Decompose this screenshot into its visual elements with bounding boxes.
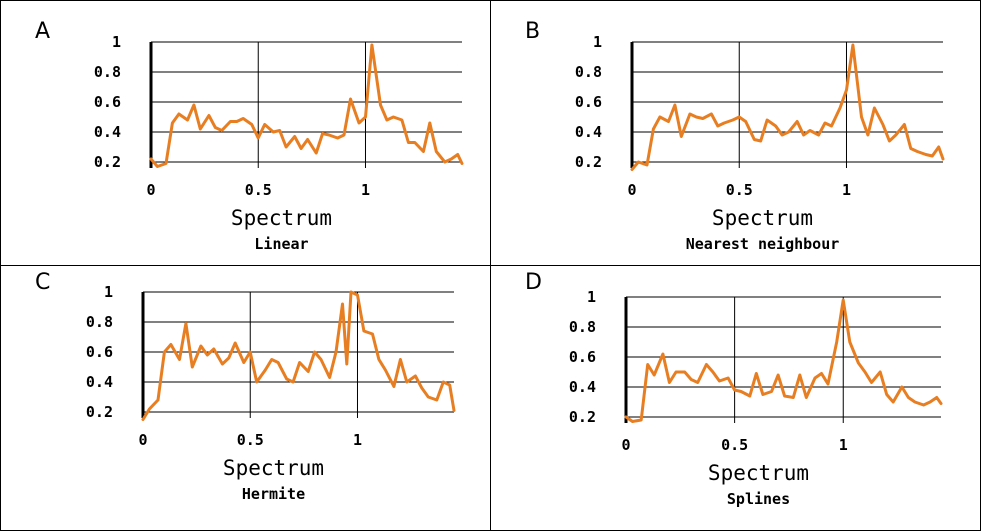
series-line xyxy=(630,43,945,171)
x-tick-label: 1 xyxy=(353,431,362,449)
x-tick-label: 1 xyxy=(361,181,370,199)
panel-a: A 0.2 0.4 0.6 0.8 1 0 0.5 1 Spectrum Linear xyxy=(35,19,464,253)
y-tick-label: 0.4 xyxy=(94,123,121,141)
x-tick-label: 0.5 xyxy=(237,431,264,449)
x-tick-label: 0 xyxy=(146,181,155,199)
x-axis-label: Spectrum xyxy=(712,206,813,230)
y-tick-label: 1 xyxy=(587,288,596,306)
panel-letter: B xyxy=(525,19,540,44)
y-tick-label: 0.6 xyxy=(86,343,113,361)
panel-letter: A xyxy=(35,19,50,44)
y-tick-label: 1 xyxy=(104,283,113,301)
series-line xyxy=(149,43,464,168)
y-tick-label: 0.8 xyxy=(569,318,596,336)
y-tick-label: 0.4 xyxy=(569,378,596,396)
panel-b: B 0.2 0.4 0.6 0.8 1 0 0.5 1 Spectrum Nearest neigh… xyxy=(525,19,945,253)
y-tick-label: 0.8 xyxy=(86,313,113,331)
x-axis-label: Spectrum xyxy=(223,456,324,480)
panel-subtitle: Linear xyxy=(254,235,308,253)
y-tick-label: 0.8 xyxy=(575,63,602,81)
series-line xyxy=(141,290,456,421)
x-tick-label: 0.5 xyxy=(726,181,753,199)
x-tick-label: 0.5 xyxy=(721,436,748,454)
panel-subtitle: Splines xyxy=(727,490,790,508)
x-tick-label: 0.5 xyxy=(245,181,272,199)
x-axis-label: Spectrum xyxy=(708,461,809,485)
x-tick-label: 0 xyxy=(621,436,630,454)
panel-letter: D xyxy=(525,270,542,295)
x-tick-label: 0 xyxy=(138,431,147,449)
panel-d: D 0.2 0.4 0.6 0.8 1 0 0.5 1 Spectrum Splines xyxy=(525,270,943,508)
x-tick-label: 0 xyxy=(627,181,636,199)
x-tick-label: 1 xyxy=(842,181,851,199)
y-tick-label: 0.2 xyxy=(575,153,602,171)
y-tick-label: 0.8 xyxy=(94,63,121,81)
y-tick-label: 1 xyxy=(112,33,121,51)
y-tick-label: 0.6 xyxy=(575,93,602,111)
y-tick-label: 0.2 xyxy=(569,408,596,426)
y-tick-label: 0.2 xyxy=(86,403,113,421)
panel-letter: C xyxy=(35,270,50,295)
y-tick-label: 0.6 xyxy=(569,348,596,366)
x-tick-label: 1 xyxy=(839,436,848,454)
y-tick-label: 1 xyxy=(593,33,602,51)
y-tick-label: 0.4 xyxy=(575,123,602,141)
y-tick-label: 0.6 xyxy=(94,93,121,111)
panel-subtitle: Hermite xyxy=(242,485,305,503)
panel-c: C 0.2 0.4 0.6 0.8 1 0 0.5 1 Spectrum Hermite xyxy=(35,270,456,503)
series-line xyxy=(624,298,943,423)
y-tick-label: 0.4 xyxy=(86,373,113,391)
panel-subtitle: Nearest neighbour xyxy=(686,235,840,253)
y-tick-label: 0.2 xyxy=(94,153,121,171)
x-axis-label: Spectrum xyxy=(231,206,332,230)
